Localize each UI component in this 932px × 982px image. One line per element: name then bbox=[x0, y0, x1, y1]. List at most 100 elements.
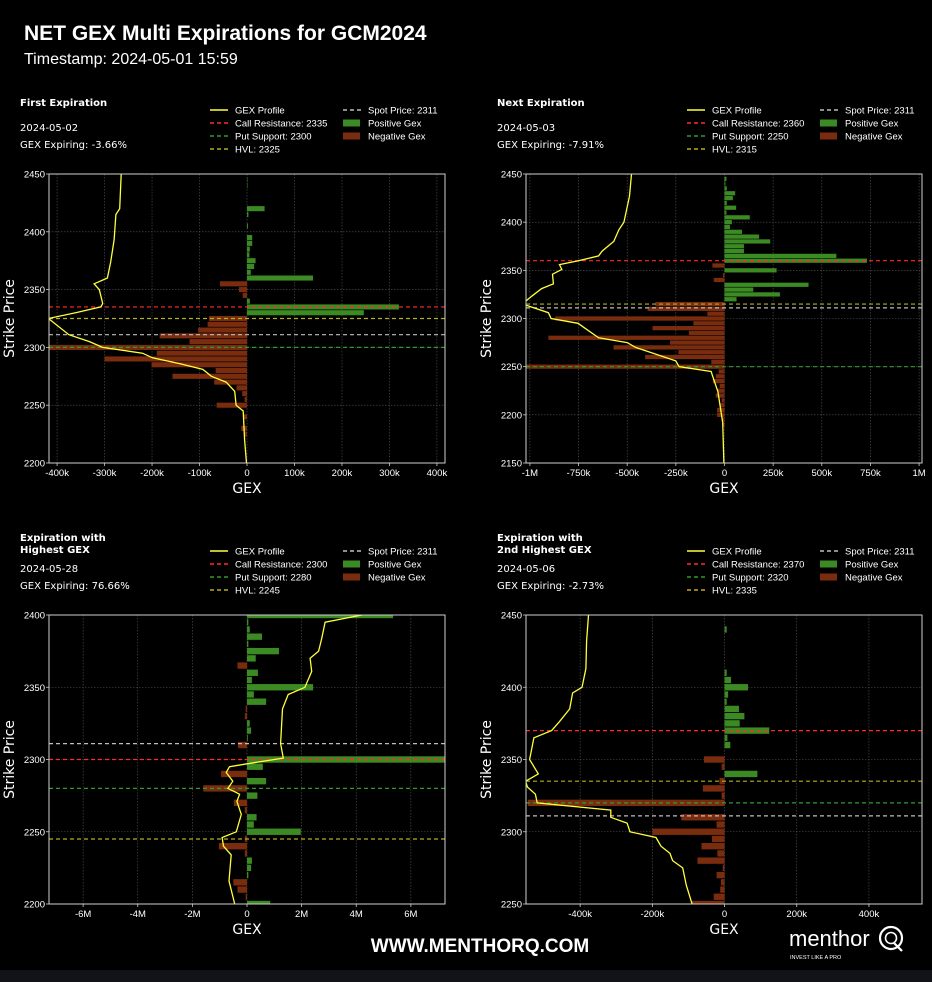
x-tick-label: 0 bbox=[244, 468, 249, 479]
x-tick-label: -2M bbox=[184, 909, 200, 920]
negative-gex-bar bbox=[703, 756, 725, 763]
x-tick-label: 2M bbox=[295, 909, 308, 920]
legend-item-hvl: HVL: 2335 bbox=[687, 586, 757, 597]
legend-label: Negative Gex bbox=[845, 132, 903, 143]
x-tick-label: 750k bbox=[860, 468, 881, 479]
negative-gex-bar bbox=[681, 814, 725, 821]
negative-gex-bar bbox=[236, 385, 247, 391]
negative-gex-bar bbox=[712, 263, 725, 268]
negative-gex-bar bbox=[645, 354, 725, 360]
panel-title: Next Expiration bbox=[497, 98, 585, 109]
negative-gex-bar bbox=[189, 339, 247, 345]
legend-label: GEX Profile bbox=[235, 106, 285, 117]
legend-item-negative-gex: Negative Gex bbox=[343, 132, 426, 143]
y-tick-label: 2400 bbox=[24, 611, 45, 622]
y-tick-label: 2450 bbox=[501, 611, 522, 622]
x-axis-label: GEX bbox=[709, 922, 739, 938]
legend-label: Spot Price: 2311 bbox=[845, 106, 915, 117]
negative-gex-bar bbox=[198, 327, 247, 333]
legend-label: Put Support: 2280 bbox=[235, 573, 312, 584]
positive-gex-bar bbox=[724, 176, 727, 181]
legend-item-call-resistance: Call Resistance: 2300 bbox=[210, 560, 327, 571]
positive-gex-bar bbox=[247, 298, 250, 304]
x-axis-label: GEX bbox=[709, 481, 739, 497]
negative-gex-bar bbox=[688, 330, 725, 336]
negative-gex-bar bbox=[718, 369, 725, 374]
positive-gex-bar bbox=[724, 268, 777, 273]
negative-gex-bar bbox=[244, 806, 247, 814]
legend-item-call-resistance: Call Resistance: 2360 bbox=[687, 119, 804, 130]
gex-expiring: GEX Expiring: 76.66% bbox=[20, 581, 130, 592]
negative-gex-bar bbox=[716, 871, 725, 879]
negative-gex-bar bbox=[555, 316, 725, 321]
positive-gex-bar bbox=[724, 734, 728, 742]
positive-gex-bar bbox=[724, 684, 749, 691]
positive-gex-bar bbox=[247, 252, 250, 258]
positive-gex-bar bbox=[247, 727, 252, 734]
legend-item-hvl: HVL: 2325 bbox=[210, 145, 280, 156]
negative-gex-bar bbox=[233, 799, 247, 807]
positive-gex-bar bbox=[247, 640, 249, 648]
y-tick-label: 2400 bbox=[501, 218, 522, 229]
negative-gex-bar bbox=[243, 414, 247, 420]
legend-patch-swatch bbox=[343, 132, 360, 140]
y-tick-label: 2250 bbox=[501, 362, 522, 373]
y-tick-label: 2200 bbox=[24, 900, 45, 911]
legend-label: HVL: 2335 bbox=[712, 586, 757, 597]
positive-gex-bar bbox=[247, 777, 267, 785]
positive-gex-bar bbox=[724, 741, 731, 749]
negative-gex-bar bbox=[717, 412, 725, 417]
x-tick-label: -100k bbox=[188, 468, 212, 479]
logo-tagline: INVEST LIKE A PRO bbox=[790, 955, 842, 961]
positive-gex-bar bbox=[247, 626, 250, 633]
positive-gex-bar bbox=[247, 821, 254, 828]
website-link[interactable]: WWW.MENTHORQ.COM bbox=[371, 936, 589, 957]
negative-gex-bar bbox=[717, 388, 725, 393]
y-tick-label: 2450 bbox=[24, 170, 45, 181]
negative-gex-bar bbox=[719, 383, 725, 389]
positive-gex-bar bbox=[724, 234, 760, 239]
x-tick-label: -200k bbox=[640, 909, 664, 920]
legend-label: GEX Profile bbox=[235, 547, 285, 558]
negative-gex-bar bbox=[670, 340, 725, 345]
panel-title-line: 2nd Highest GEX bbox=[497, 545, 592, 556]
negative-gex-bar bbox=[652, 828, 725, 835]
negative-gex-bar bbox=[245, 705, 247, 713]
negative-gex-bar bbox=[722, 273, 725, 278]
panel-title-line: Highest GEX bbox=[20, 545, 90, 556]
x-tick-label: -1M bbox=[522, 468, 538, 479]
negative-gex-bar bbox=[678, 350, 725, 355]
logo-text: menthor bbox=[789, 926, 870, 951]
positive-gex-bar bbox=[724, 191, 736, 196]
legend-item-put-support: Put Support: 2300 bbox=[210, 132, 312, 143]
legend-item-spot-price: Spot Price: 2311 bbox=[343, 547, 438, 558]
gex-profile-line bbox=[49, 174, 248, 463]
legend-item-gex-profile: GEX Profile bbox=[210, 547, 285, 558]
negative-gex-bar bbox=[693, 321, 725, 326]
x-tick-label: 400k bbox=[427, 468, 448, 479]
positive-gex-bar bbox=[247, 763, 263, 770]
positive-gex-bar bbox=[247, 633, 263, 640]
positive-gex-bar bbox=[247, 871, 249, 879]
positive-gex-bar bbox=[724, 669, 727, 676]
legend-item-positive-gex: Positive Gex bbox=[820, 119, 899, 130]
negative-gex-bar bbox=[707, 311, 725, 316]
legend: GEX Profile Call Resistance: 2300 Put Supp… bbox=[210, 547, 438, 597]
y-tick-label: 2250 bbox=[24, 401, 45, 412]
y-tick-label: 2350 bbox=[501, 266, 522, 277]
logo-q-inner-icon bbox=[884, 931, 898, 945]
chart-panel-1: First Expiration 2024-05-02 GEX Expiring: … bbox=[2, 98, 447, 497]
legend-item-gex-profile: GEX Profile bbox=[687, 106, 762, 117]
x-axis-label: GEX bbox=[232, 481, 262, 497]
positive-gex-bar bbox=[724, 200, 727, 206]
legend-label: HVL: 2315 bbox=[712, 145, 757, 156]
positive-gex-bar bbox=[247, 240, 253, 246]
negative-gex-bar bbox=[720, 879, 725, 886]
positive-gex-bar bbox=[724, 720, 740, 727]
negative-gex-bar bbox=[715, 374, 725, 379]
x-tick-label: 100k bbox=[284, 468, 305, 479]
x-tick-label: -4M bbox=[130, 909, 146, 920]
legend-label: Positive Gex bbox=[845, 119, 899, 130]
positive-gex-bar bbox=[724, 248, 744, 254]
